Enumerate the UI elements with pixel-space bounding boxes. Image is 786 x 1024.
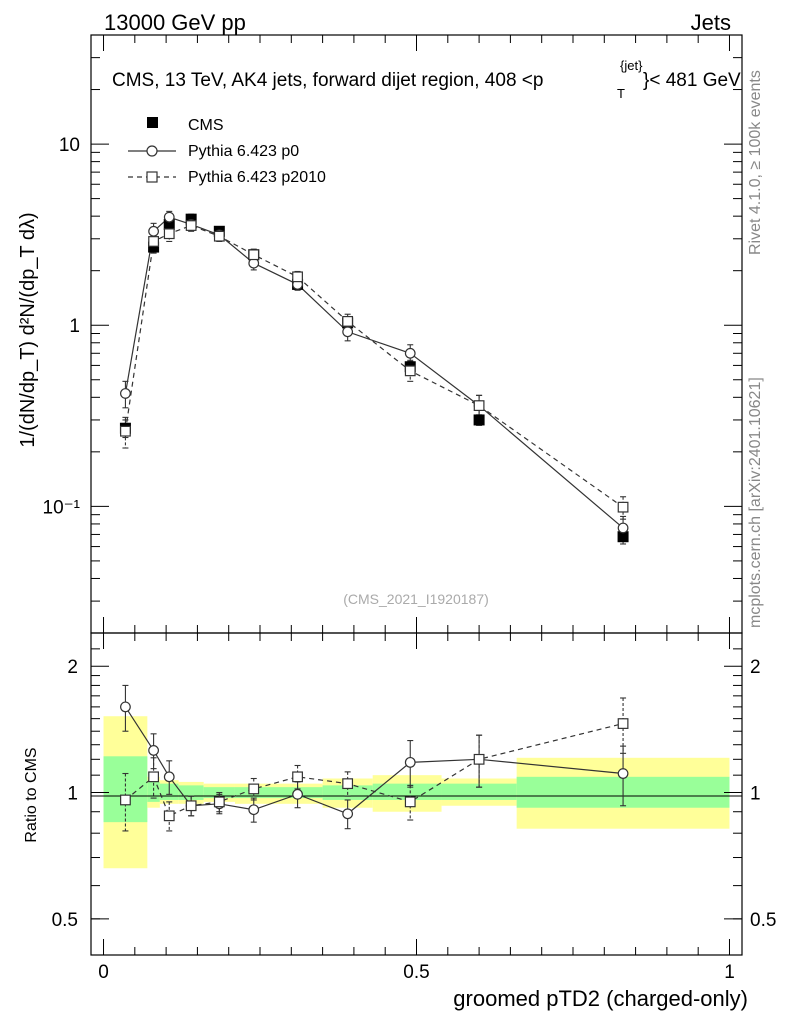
ratio-p0-point	[342, 808, 354, 820]
p0-point	[342, 326, 354, 338]
ratio-p2010-point	[248, 783, 260, 795]
ratio-marks	[120, 684, 629, 832]
side-rivet-label: Rivet 4.1.0, ≥ 100k events	[747, 70, 764, 255]
ratio-p2010-point	[342, 778, 354, 790]
ratio-ytick-label: 2	[67, 657, 78, 678]
x-tick-label: 0	[98, 962, 109, 983]
main-ylabel: 1/(dN/dp_T) d²N/(dp_T dλ)	[17, 212, 39, 447]
ratio-ytick-label-right: 2	[750, 657, 761, 678]
x-tick-label: 1	[724, 962, 735, 983]
plot-title: CMS, 13 TeV, AK4 jets, forward dijet reg…	[112, 70, 543, 91]
legend-p0-label: Pythia 6.423 p0	[188, 143, 299, 160]
ratio-p2010-line	[125, 722, 624, 817]
ratio-band-stat	[147, 781, 160, 802]
ratio-p2010-point	[185, 800, 197, 812]
p0-point	[163, 211, 175, 223]
ratio-p0-point	[248, 804, 260, 816]
p2010-point	[473, 400, 485, 412]
plot-title-tail: }< 481 GeV	[643, 70, 741, 91]
main-ytick-label: 1	[69, 316, 80, 337]
ratio-ticks: 2 2 1 1 0.5 0.5 0 0.5 1	[52, 633, 776, 983]
p2010-point	[342, 315, 354, 327]
header-left: 13000 GeV pp	[104, 10, 246, 35]
legend: CMS Pythia 6.423 p0 Pythia 6.423 p2010	[128, 117, 326, 186]
p0-point	[148, 225, 159, 237]
p2010-point	[213, 230, 225, 242]
ratio-p0-point	[404, 756, 416, 768]
ratio-p2010-point	[163, 810, 175, 822]
legend-cms-marker	[147, 117, 158, 128]
ratio-p0-point	[292, 788, 303, 800]
p2010-point	[248, 249, 260, 261]
ratio-ytick-label: 1	[67, 784, 78, 805]
ratio-ytick-label-right: 1	[750, 784, 761, 805]
ratio-p0-point	[617, 768, 629, 779]
ratio-ytick-label: 0.5	[52, 910, 78, 931]
header-right: Jets	[691, 10, 731, 35]
ratio-ytick-label-right: 0.5	[750, 910, 776, 931]
p0-point	[120, 388, 131, 399]
ratio-ylabel: Ratio to CMS	[23, 747, 40, 842]
main-panel: 10 1 10⁻¹	[43, 34, 743, 634]
ratio-p2010-point	[120, 794, 131, 806]
ratio-p2010-point	[404, 796, 416, 808]
p2010-point	[617, 501, 629, 513]
main-ylabel-text: 1/(dN/dp_T) d²N/(dp_T dλ)	[17, 212, 39, 447]
x-tick-label: 0.5	[403, 962, 429, 983]
ratio-bands	[103, 716, 730, 869]
cms-point	[473, 414, 485, 426]
p2010-point	[404, 365, 416, 377]
p2010-point	[163, 228, 175, 240]
x-axis-label: groomed pTD2 (charged-only)	[453, 986, 748, 1011]
p0-line	[124, 216, 624, 529]
legend-p2010-label: Pythia 6.423 p2010	[188, 169, 326, 186]
legend-p0-marker	[146, 145, 158, 157]
ratio-p2010-point	[292, 771, 303, 783]
main-ytick-label: 10⁻¹	[43, 497, 81, 518]
ratio-band-stat	[234, 787, 323, 799]
p2010-point	[120, 425, 131, 437]
ratio-p0-point	[120, 701, 131, 713]
p0-point	[617, 522, 629, 534]
main-ytick-label: 10	[59, 135, 80, 156]
plot-title-sup: {jet}	[620, 58, 643, 73]
ratio-p2010-point	[617, 718, 629, 729]
p2010-point	[148, 236, 159, 247]
legend-cms-label: CMS	[188, 117, 224, 134]
ratio-p0-point	[148, 745, 159, 756]
legend-p2010-marker	[146, 171, 158, 183]
cms-point	[148, 241, 160, 253]
side-mcplots-label: mcplots.cern.ch [arXiv:2401.10621]	[747, 377, 764, 628]
ratio-p2010-point	[213, 796, 225, 808]
ratio-p0-point	[163, 771, 175, 783]
p2010-point	[185, 220, 197, 231]
ratio-panel: 2 2 1 1 0.5 0.5 0 0.5 1	[52, 632, 776, 983]
main-marks	[119, 210, 629, 545]
cms-point	[617, 531, 629, 543]
plot-title-main: CMS, 13 TeV, AK4 jets, forward dijet reg…	[112, 70, 543, 91]
ratio-p2010-point	[148, 771, 159, 783]
plot-title-sub: T	[617, 86, 625, 101]
analysis-id: (CMS_2021_I1920187)	[343, 591, 489, 607]
p2010-point	[292, 271, 303, 283]
ratio-p2010-point	[473, 753, 485, 765]
cms-point	[163, 218, 175, 230]
p0-point	[404, 347, 416, 359]
